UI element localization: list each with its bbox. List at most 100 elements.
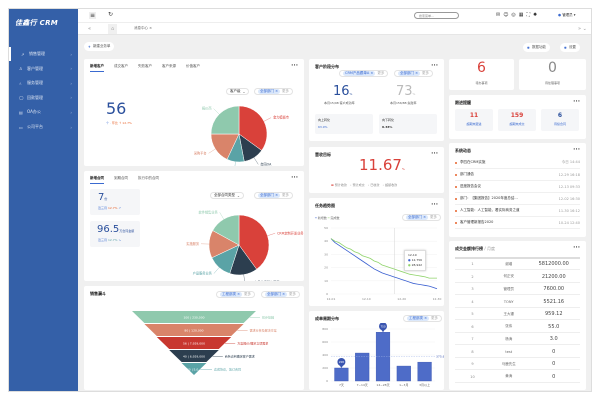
card-title: 成交金额排行榜 / 月度 [455,246,496,251]
tab[interactable]: 失败客户 [138,64,152,68]
data-function-button[interactable]: ✺ 数据功能 [523,43,550,52]
label-line [213,108,220,115]
table-row: 5 王大锤 959.12 [455,309,580,320]
upward-conversion: 向上转化 63.9% [315,114,373,134]
monitor-icon: ▭ [19,124,23,130]
user-menu[interactable]: ● 管理员 ▾ [558,13,576,17]
sidebar-item[interactable]: ♙ 客户管理 › [9,62,78,76]
tab[interactable]: 客户来源 [162,64,176,68]
chevron-right-icon: › [70,51,72,57]
slice-label: 产品服务业务 [193,271,213,276]
sales-funnel-card: 销售漏斗 工程部类 × 更多 全部部门 × 更多 100 | 230,000 初步接触… [84,286,304,390]
pie-slice [238,105,268,151]
tab[interactable]: 新增合同 [90,176,104,184]
search-input[interactable]: 搜索菜单... [414,12,459,19]
back-icon[interactable]: « [88,26,92,32]
todo-card[interactable]: 6 待办事项 [449,59,514,90]
more-icon[interactable]: ··· [291,174,298,181]
sidebar-item-label: 服务管理 [27,80,43,86]
sidebar-item-label: OA办公 [27,109,41,115]
tab[interactable]: 到期合同 [114,176,128,180]
grid-icon: ▤ [19,109,23,115]
more-icon[interactable]: ··· [291,62,298,69]
line-series-0 [330,238,438,290]
refresh-icon[interactable]: ↻ [108,11,114,18]
tab[interactable]: 新增客户 [90,64,104,72]
label-line [234,161,236,166]
card-title: 营收目标 [315,152,331,157]
chevron-right-icon: › [70,66,72,72]
message-icon[interactable]: ☺ [503,12,509,18]
user-icon: ♙ [19,66,23,72]
chevron-right-icon: › [70,80,72,86]
tab-home[interactable]: ⌂ [108,24,118,34]
category-filter[interactable]: 工程部类 × 更多 [216,291,256,298]
tab-scroll-icon[interactable]: » ⌄ [578,26,587,32]
y-tick-label: 0 [326,292,328,296]
tab[interactable]: 价值客户 [186,64,200,68]
sidebar-item[interactable]: ▤ OA办公 › [9,105,78,119]
news-item[interactable]: 部门：【集团报告】2020年度总结... 12-02 16:30 [455,193,580,205]
qr-icon[interactable]: ▦ [518,12,524,18]
funnel-label: 商务谈判确定客户需求 [225,354,255,359]
collapse-menu-icon[interactable]: ≡ [89,12,97,19]
product-filter[interactable]: CRM产品跟单A × 更多 [339,70,389,77]
news-item[interactable]: 客户管理新报告2020 10-24 12:40 [455,217,580,229]
more-icon[interactable]: ··· [573,244,580,251]
new-business-button[interactable]: ✈ 新建业务单 [84,42,115,51]
news-item[interactable]: 进度报告会议 12-13 09:33 [455,181,580,193]
more-icon[interactable]: ··· [573,146,580,153]
tab-bar: « ⌂ 消息中心 × » ⌄ [78,23,591,35]
reminder-stat[interactable]: 11 超期未跟进 [455,109,493,131]
sidebar-item[interactable]: ◯ 回款管理 › [9,91,78,105]
app-window: 佳鑫行 CRM ↗ 销售管理 › ♙ 客户管理 › ☝ 服务管理 › ◯ 回款管理 › ▤ OA办公 › ▭ 公… [8,8,592,392]
sidebar-item[interactable]: ☝ 服务管理 › [9,76,78,90]
department-filter[interactable]: 全部部门 × 更多 [254,88,294,95]
news-item[interactable]: 部门通告 12-29 16:18 [455,169,580,181]
downward-conversion: 向下转化 8.38% [379,114,437,134]
reminder-stat[interactable]: 6 待续合同 [541,109,579,131]
pending-card[interactable]: 0 待处理事项 [519,59,586,90]
contract-type-filter[interactable]: 全部合同类型 ⌄ [210,192,244,199]
thumb-icon: ☝ [19,80,22,86]
customer-level-filter[interactable]: 客户级 ⌄ [226,88,250,95]
ranking-card: 成交金额排行榜 / 月度 ··· 1 谢增 5812000.00 2 何正安 21200.… [449,241,586,390]
sidebar-item-label: 回款管理 [27,94,43,100]
x-tick-label: 12-20 [397,297,406,301]
pie-slice [238,214,270,270]
more-icon[interactable]: ··· [431,62,438,69]
label-line [253,157,259,165]
help-icon[interactable]: ◎ [511,12,516,18]
more-icon[interactable]: ··· [573,98,580,105]
gear-icon[interactable]: ✹ [533,12,538,18]
department-filter[interactable]: 全部部门 × 更多 [402,214,442,221]
x-tick-label: 7天 [339,383,344,387]
tab-message-center[interactable]: 消息中心 × [134,26,153,30]
slice-label: 报价商 [202,106,212,111]
more-icon[interactable]: ··· [431,201,438,208]
news-card: 系统动态 ··· 李四在CRM实施 今日 14:44 部门通告 12-29 16:18… [449,143,586,237]
sidebar-item[interactable]: ▭ 公司平台 › [9,120,78,134]
table-header-divider [455,257,580,259]
department-filter[interactable]: 全部部门 × 更多 [394,70,434,77]
category-filter[interactable]: 工程部类 × 更多 [403,315,443,322]
news-item[interactable]: 人工智能：人工智能，看实际商务之道 11-30 16:12 [455,205,580,217]
x-tick-label: 12-01 [327,297,336,301]
sidebar-item-label: 公司平台 [27,124,43,129]
y-tick-label: 0 [326,379,328,383]
sidebar-item[interactable]: ↗ 销售管理 › [9,47,78,61]
settings-button[interactable]: ✺ 设置 [560,43,580,52]
tab[interactable]: 成交客户 [114,64,128,68]
reminder-stat[interactable]: 159 超期未成交 [498,109,536,131]
legend-item: ▬ 预计收款 [331,183,347,187]
department-filter[interactable]: 全部部门 × 更多 [261,291,301,298]
funnel-stage [181,363,207,375]
bullet-icon [455,173,457,176]
tab[interactable]: 执行中的合同 [138,176,159,180]
department-filter[interactable]: 全部部门 × 更多 [254,192,294,199]
notification-icon[interactable]: ✉ [496,12,501,18]
news-item[interactable]: 李四在CRM实施 今日 14:44 [455,157,580,169]
fullscreen-icon[interactable]: ⛶ [526,12,531,18]
more-icon[interactable]: ··· [431,150,438,157]
pie-slice [212,214,240,246]
